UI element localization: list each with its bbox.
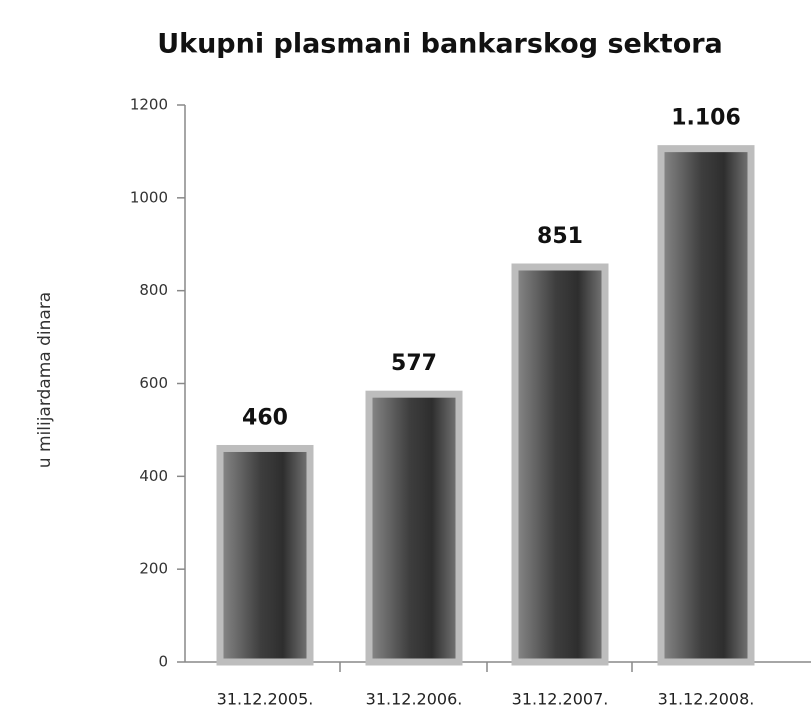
value-label: 460 bbox=[242, 405, 288, 430]
y-tick-label: 400 bbox=[139, 467, 168, 485]
value-label: 577 bbox=[391, 351, 437, 376]
y-tick-label: 800 bbox=[139, 281, 168, 299]
y-axis-label: u milijardama dinara bbox=[35, 292, 55, 468]
chart-title: Ukupni plasmani bankarskog sektora bbox=[157, 29, 723, 60]
bar bbox=[216, 444, 314, 666]
y-tick-label: 1000 bbox=[130, 188, 168, 206]
x-tick-label: 31.12.2008. bbox=[658, 690, 755, 709]
x-tick-label: 31.12.2006. bbox=[366, 690, 463, 709]
y-tick-label: 200 bbox=[139, 560, 168, 578]
y-tick-label: 0 bbox=[158, 653, 168, 671]
bar bbox=[511, 263, 609, 666]
value-label: 1.106 bbox=[671, 106, 741, 131]
x-tick-label: 31.12.2005. bbox=[217, 690, 314, 709]
bar bbox=[365, 390, 463, 666]
y-tick-label: 1200 bbox=[130, 96, 168, 114]
y-tick-label: 600 bbox=[139, 374, 168, 392]
x-tick-label: 31.12.2007. bbox=[512, 690, 609, 709]
bar bbox=[657, 145, 755, 666]
value-label: 851 bbox=[537, 224, 583, 249]
